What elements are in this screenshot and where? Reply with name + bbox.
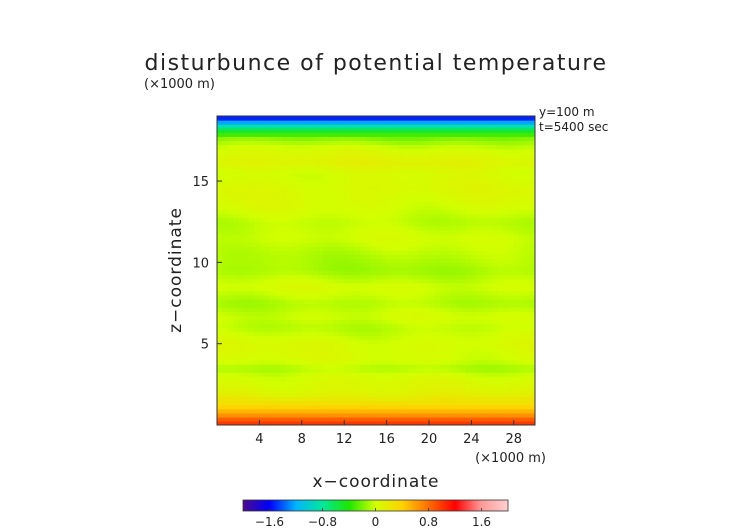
x-tick-label: 20 (421, 432, 438, 447)
y-axis-unit: (×1000 m) (144, 77, 215, 92)
x-tick-label: 24 (463, 432, 480, 447)
x-tick-label: 12 (336, 432, 353, 447)
colorbar-tick-label: 1.6 (472, 515, 491, 529)
y-tick-label: 15 (192, 175, 209, 190)
x-tick-label: 8 (298, 432, 306, 447)
chart-title: disturbunce of potential temperature (145, 51, 608, 76)
x-axis-label: x−coordinate (313, 472, 440, 492)
heatmap-field (217, 116, 535, 425)
annotation-t: t=5400 sec (539, 120, 608, 134)
colorbar-tick-label: 0.8 (419, 515, 438, 529)
y-axis-label: z−coordinate (166, 207, 186, 333)
x-tick-label: 4 (255, 432, 263, 447)
annotation-y: y=100 m (539, 105, 595, 119)
colorbar-tick-label: −1.6 (255, 515, 284, 529)
x-axis-ticks: 4 8 12 16 20 24 28 (255, 420, 522, 447)
y-axis-ticks: 5 10 15 (192, 175, 222, 353)
colorbar-tick-label: −0.8 (308, 515, 337, 529)
x-tick-label: 28 (506, 432, 523, 447)
y-tick-label: 5 (201, 338, 209, 353)
colorbar-ticks: −1.6 −0.8 0 0.8 1.6 (255, 508, 491, 529)
x-axis-unit: (×1000 m) (475, 451, 546, 466)
x-tick-label: 16 (378, 432, 395, 447)
colorbar-tick-label: 0 (372, 515, 380, 529)
y-tick-label: 10 (192, 256, 209, 271)
plot-frame (216, 115, 536, 426)
